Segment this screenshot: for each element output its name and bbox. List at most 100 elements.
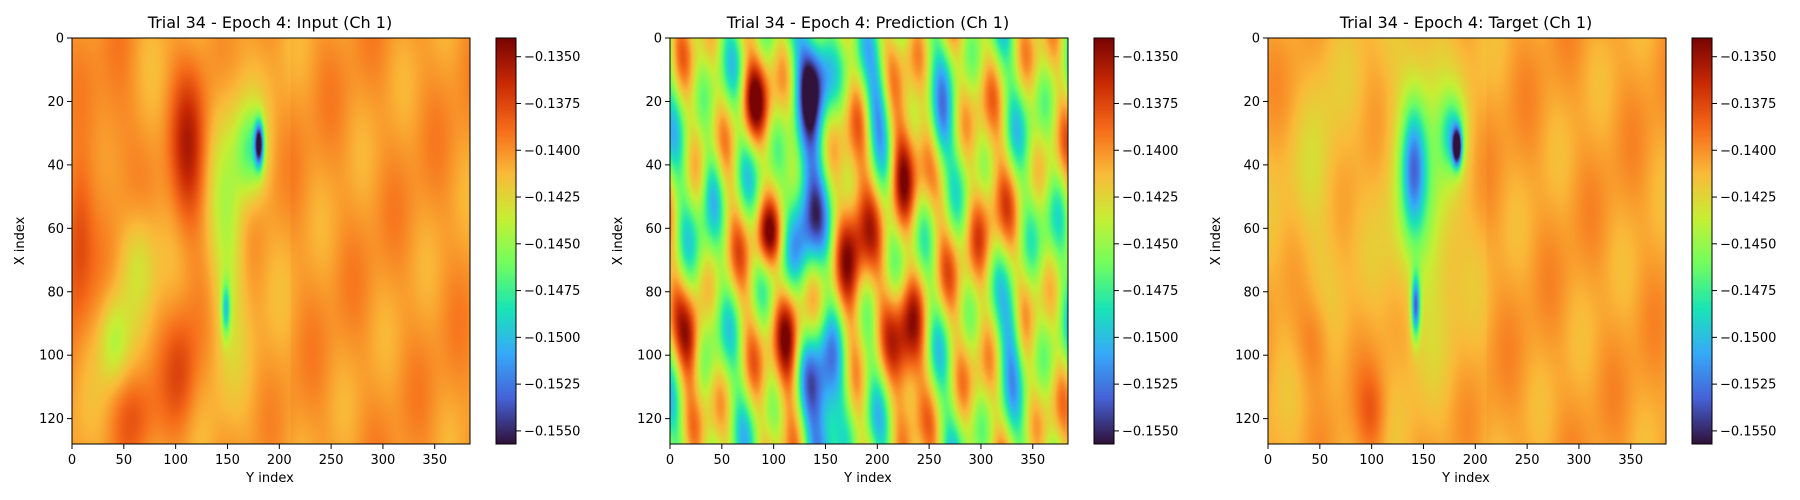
input-colorbar-tick-label: −0.1500 bbox=[524, 331, 580, 346]
target-colorbar-tick-label: −0.1350 bbox=[1720, 50, 1776, 65]
target-colorbar-tick-label: −0.1400 bbox=[1720, 144, 1776, 159]
target-colorbar-tick-label: −0.1525 bbox=[1720, 378, 1776, 393]
input-panel: Trial 34 - Epoch 4: Input (Ch 1) 0 50 100 1… bbox=[13, 13, 580, 486]
prediction-x-tick-label: 200 bbox=[865, 453, 890, 468]
input-x-tick-label: 250 bbox=[319, 453, 344, 468]
prediction-y-tick-label: 0 bbox=[654, 32, 662, 47]
input-y-tick-label: 40 bbox=[47, 158, 64, 173]
input-x-ticks: 0 50 100 150 200 250 300 350 bbox=[68, 444, 447, 468]
prediction-x-ticks: 0 50 100 150 200 250 300 350 bbox=[666, 444, 1045, 468]
prediction-colorbar bbox=[1094, 38, 1114, 444]
input-x-tick-label: 200 bbox=[267, 453, 292, 468]
input-x-tick-label: 0 bbox=[68, 453, 76, 468]
target-colorbar-tick-label: −0.1550 bbox=[1720, 424, 1776, 439]
target-colorbar-ticks: −0.1350 −0.1375 −0.1400 −0.1425 −0.1450 −0.14… bbox=[1712, 50, 1776, 439]
prediction-y-ticks: 0 20 40 60 80 100 120 bbox=[637, 32, 670, 428]
input-heatmap-image bbox=[72, 38, 470, 444]
input-colorbar-tick-label: −0.1350 bbox=[524, 50, 580, 65]
prediction-x-tick-label: 150 bbox=[813, 453, 838, 468]
prediction-panel: Trial 34 - Epoch 4: Prediction (Ch 1) 0 5… bbox=[611, 13, 1178, 486]
target-x-ticks: 0 50 100 150 200 250 300 350 bbox=[1264, 444, 1643, 468]
prediction-colorbar-tick-label: −0.1475 bbox=[1122, 284, 1178, 299]
prediction-colorbar-tick-label: −0.1350 bbox=[1122, 50, 1178, 65]
prediction-colorbar-tick-label: −0.1375 bbox=[1122, 97, 1178, 112]
input-y-tick-label: 60 bbox=[47, 222, 64, 237]
target-colorbar-tick-label: −0.1475 bbox=[1720, 284, 1776, 299]
input-title: Trial 34 - Epoch 4: Input (Ch 1) bbox=[147, 13, 392, 32]
prediction-colorbar-tick-label: −0.1500 bbox=[1122, 331, 1178, 346]
target-y-label: X index bbox=[1209, 216, 1224, 265]
prediction-colorbar-tick-label: −0.1400 bbox=[1122, 144, 1178, 159]
target-colorbar-tick-label: −0.1450 bbox=[1720, 237, 1776, 252]
prediction-y-tick-label: 100 bbox=[637, 349, 662, 364]
prediction-y-tick-label: 80 bbox=[645, 285, 662, 300]
prediction-y-tick-label: 60 bbox=[645, 222, 662, 237]
target-heatmap-image bbox=[1268, 38, 1666, 444]
target-x-label: Y index bbox=[1441, 471, 1490, 486]
prediction-heatmap-image bbox=[670, 38, 1068, 444]
input-x-label: Y index bbox=[245, 471, 294, 486]
target-x-tick-label: 250 bbox=[1515, 453, 1540, 468]
target-y-ticks: 0 20 40 60 80 100 120 bbox=[1235, 32, 1268, 428]
input-colorbar-tick-label: −0.1550 bbox=[524, 424, 580, 439]
input-colorbar-tick-label: −0.1425 bbox=[524, 191, 580, 206]
input-x-tick-label: 50 bbox=[116, 453, 133, 468]
target-colorbar-tick-label: −0.1375 bbox=[1720, 97, 1776, 112]
input-x-tick-label: 100 bbox=[163, 453, 188, 468]
target-y-tick-label: 120 bbox=[1235, 412, 1260, 427]
prediction-title: Trial 34 - Epoch 4: Prediction (Ch 1) bbox=[726, 13, 1009, 32]
prediction-x-tick-label: 250 bbox=[917, 453, 942, 468]
target-x-tick-label: 50 bbox=[1312, 453, 1329, 468]
input-colorbar-tick-label: −0.1450 bbox=[524, 237, 580, 252]
input-colorbar-tick-label: −0.1400 bbox=[524, 144, 580, 159]
input-colorbar-tick-label: −0.1525 bbox=[524, 378, 580, 393]
target-colorbar bbox=[1692, 38, 1712, 444]
prediction-x-tick-label: 300 bbox=[969, 453, 994, 468]
target-x-tick-label: 100 bbox=[1359, 453, 1384, 468]
input-y-tick-label: 120 bbox=[39, 412, 64, 427]
prediction-colorbar-tick-label: −0.1450 bbox=[1122, 237, 1178, 252]
prediction-y-tick-label: 120 bbox=[637, 412, 662, 427]
target-y-tick-label: 40 bbox=[1243, 158, 1260, 173]
prediction-y-label: X index bbox=[611, 216, 626, 265]
input-x-tick-label: 350 bbox=[422, 453, 447, 468]
prediction-colorbar-tick-label: −0.1550 bbox=[1122, 424, 1178, 439]
target-colorbar-tick-label: −0.1425 bbox=[1720, 191, 1776, 206]
input-y-tick-label: 0 bbox=[56, 32, 64, 47]
input-y-tick-label: 20 bbox=[47, 95, 64, 110]
prediction-colorbar-tick-label: −0.1525 bbox=[1122, 378, 1178, 393]
target-title: Trial 34 - Epoch 4: Target (Ch 1) bbox=[1339, 13, 1592, 32]
target-y-tick-label: 0 bbox=[1252, 32, 1260, 47]
input-colorbar-ticks: −0.1350 −0.1375 −0.1400 −0.1425 −0.1450 −0.14… bbox=[516, 50, 580, 439]
target-x-tick-label: 300 bbox=[1567, 453, 1592, 468]
input-y-tick-label: 100 bbox=[39, 349, 64, 364]
input-x-tick-label: 300 bbox=[371, 453, 396, 468]
target-y-tick-label: 60 bbox=[1243, 222, 1260, 237]
input-colorbar-tick-label: −0.1475 bbox=[524, 284, 580, 299]
prediction-y-tick-label: 20 bbox=[645, 95, 662, 110]
input-colorbar bbox=[496, 38, 516, 444]
target-colorbar-tick-label: −0.1500 bbox=[1720, 331, 1776, 346]
prediction-x-label: Y index bbox=[843, 471, 892, 486]
input-y-tick-label: 80 bbox=[47, 285, 64, 300]
input-y-label: X index bbox=[13, 216, 28, 265]
prediction-y-tick-label: 40 bbox=[645, 158, 662, 173]
prediction-colorbar-ticks: −0.1350 −0.1375 −0.1400 −0.1425 −0.1450 −0.14… bbox=[1114, 50, 1178, 439]
prediction-x-tick-label: 100 bbox=[761, 453, 786, 468]
input-y-ticks: 0 20 40 60 80 100 120 bbox=[39, 32, 72, 428]
target-x-tick-label: 150 bbox=[1411, 453, 1436, 468]
input-colorbar-tick-label: −0.1375 bbox=[524, 97, 580, 112]
target-x-tick-label: 200 bbox=[1463, 453, 1488, 468]
prediction-colorbar-tick-label: −0.1425 bbox=[1122, 191, 1178, 206]
target-x-tick-label: 0 bbox=[1264, 453, 1272, 468]
target-y-tick-label: 20 bbox=[1243, 95, 1260, 110]
target-y-tick-label: 80 bbox=[1243, 285, 1260, 300]
target-y-tick-label: 100 bbox=[1235, 349, 1260, 364]
target-x-tick-label: 350 bbox=[1618, 453, 1643, 468]
prediction-x-tick-label: 50 bbox=[714, 453, 731, 468]
prediction-x-tick-label: 350 bbox=[1020, 453, 1045, 468]
prediction-x-tick-label: 0 bbox=[666, 453, 674, 468]
input-x-tick-label: 150 bbox=[215, 453, 240, 468]
target-panel: Trial 34 - Epoch 4: Target (Ch 1) 0 50 100… bbox=[1209, 13, 1776, 486]
